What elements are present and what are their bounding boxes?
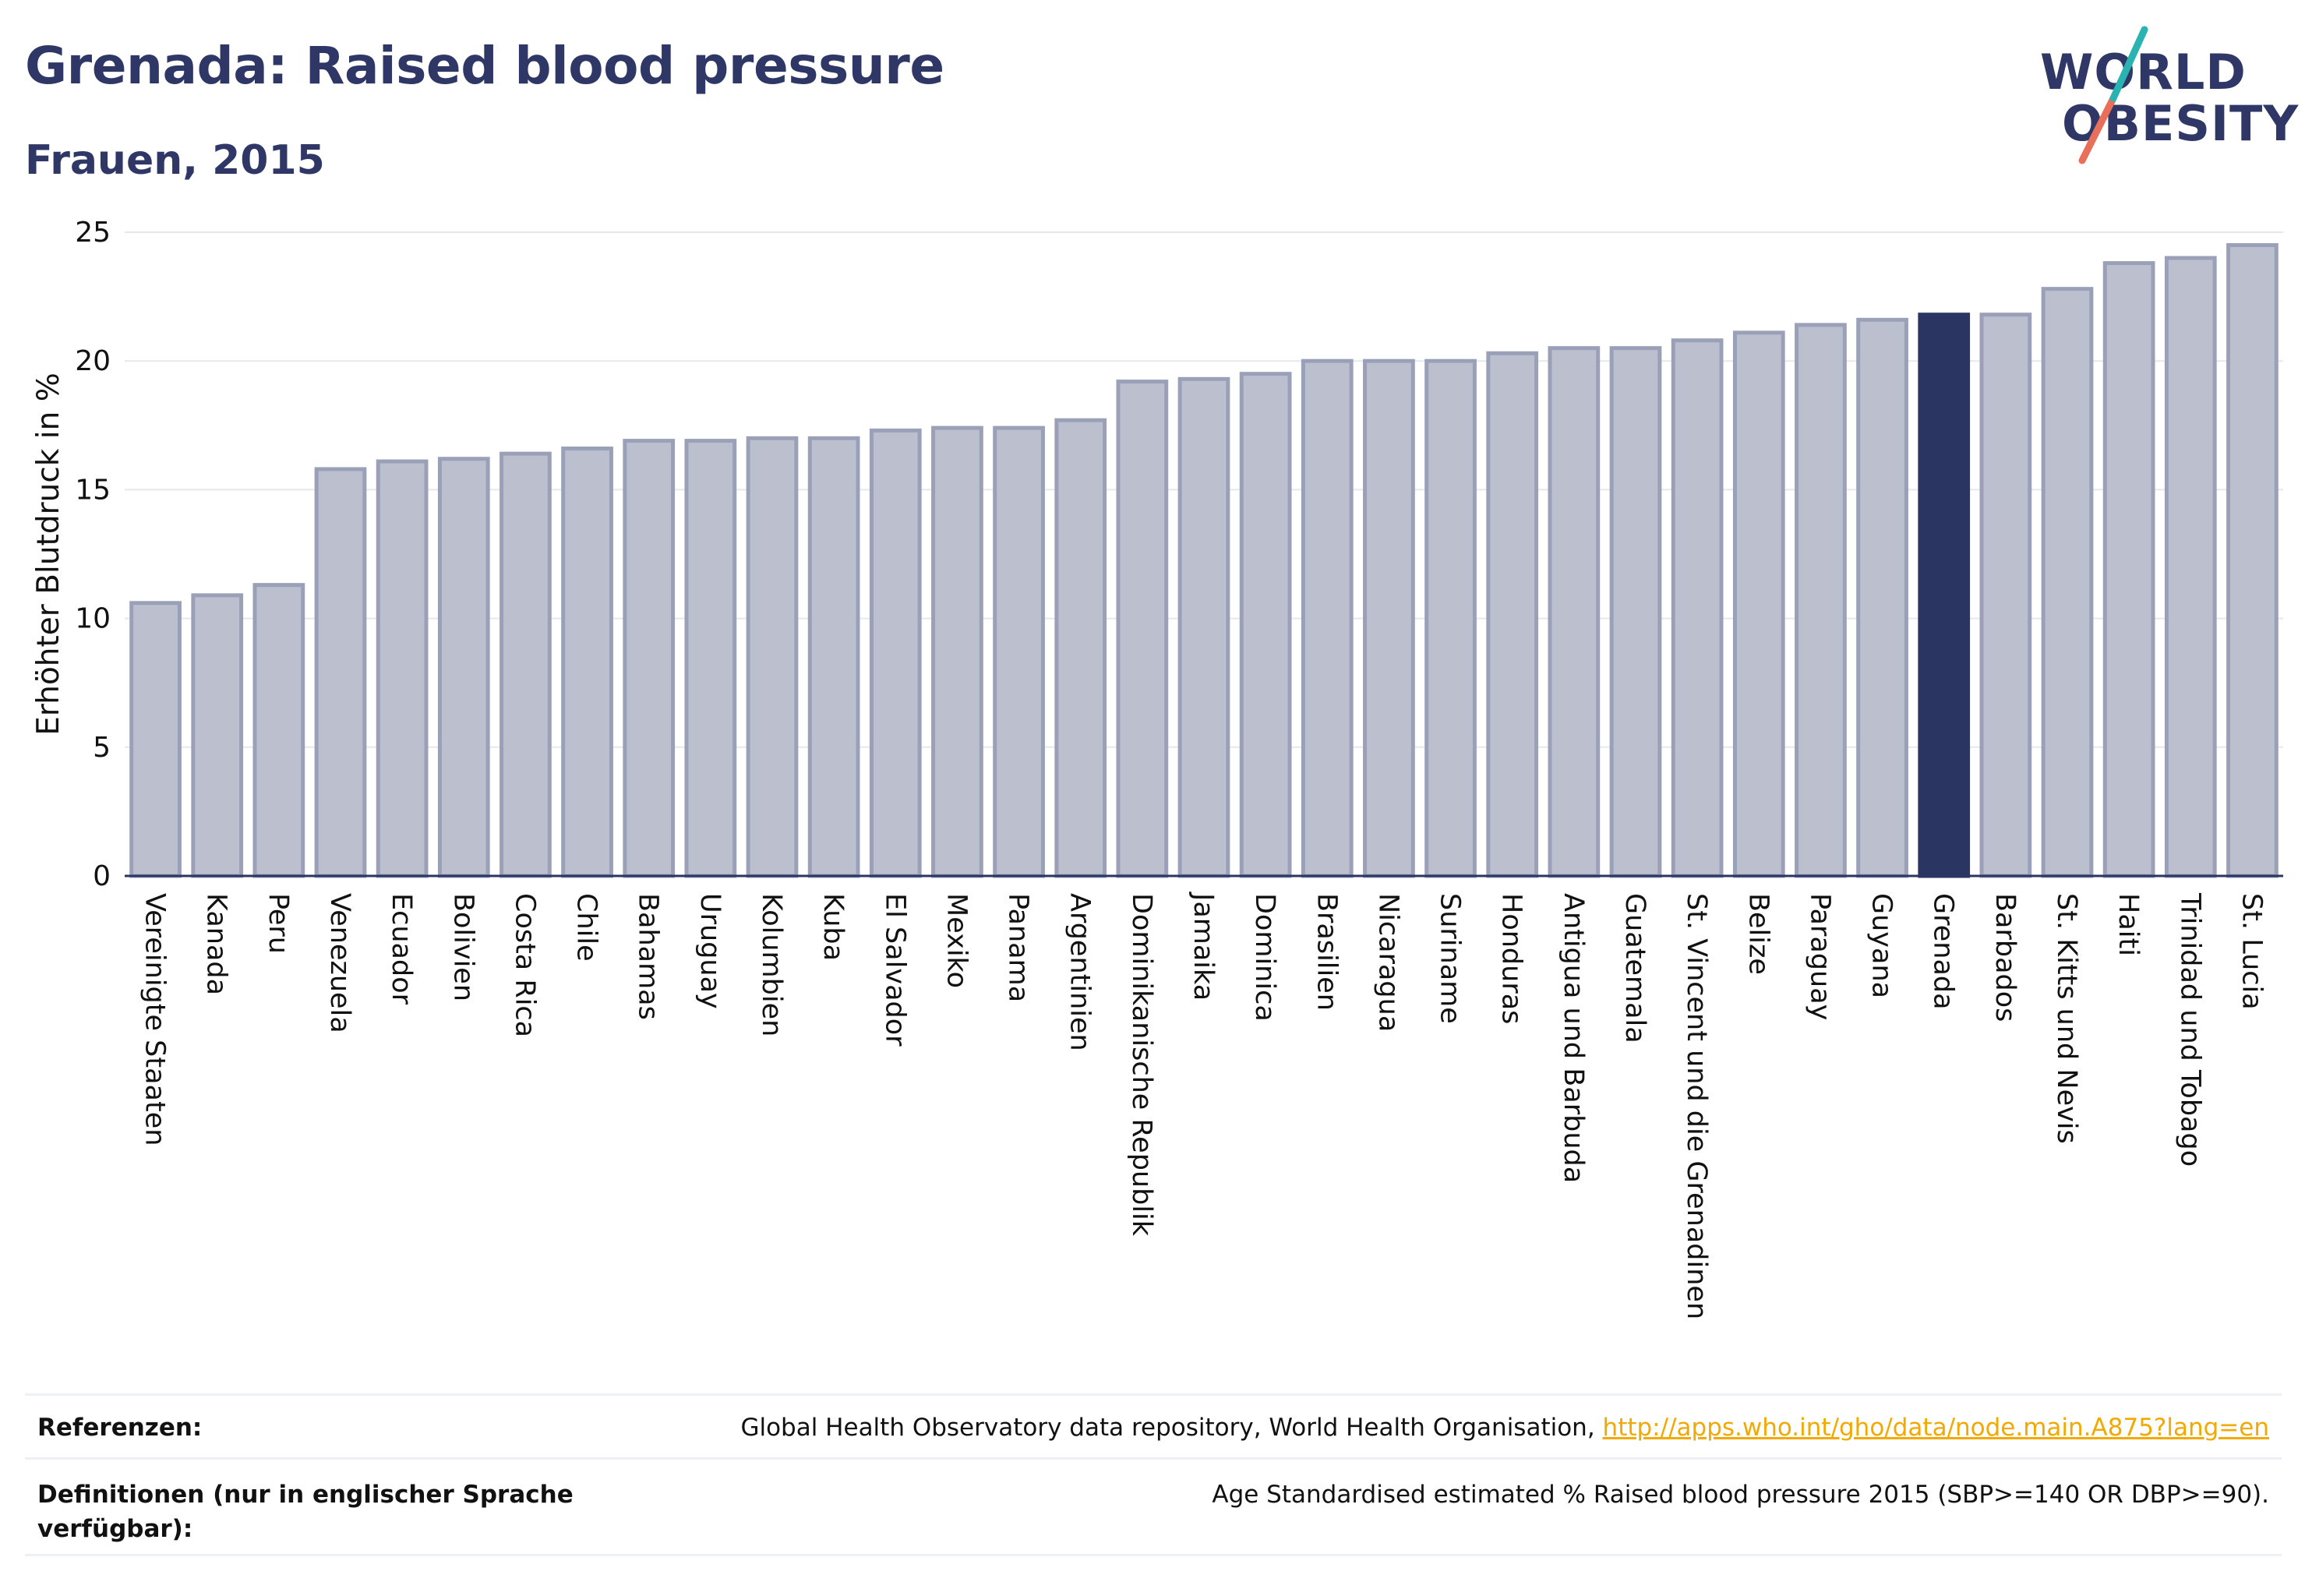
bar-7: [561, 447, 613, 878]
bar-8: [623, 439, 676, 878]
definitions-value: Age Standardised estimated % Raised bloo…: [1212, 1481, 2269, 1509]
bar-19: [1301, 358, 1354, 878]
x-tick-label: Suriname: [1435, 893, 1466, 1024]
footer-divider: [25, 1457, 2282, 1460]
x-tick-label: Bahamas: [633, 893, 664, 1020]
bar-2: [252, 583, 305, 878]
x-tick-label: St. Vincent und die Grenadinen: [1681, 893, 1712, 1319]
references-label: Referenzen:: [37, 1414, 203, 1442]
y-tick-label: 10: [75, 603, 111, 635]
x-tick-label: Jamaika: [1188, 892, 1219, 1001]
x-tick-label: Brasilien: [1311, 893, 1342, 1011]
x-tick-label: Paraguay: [1804, 893, 1835, 1020]
bar-30: [1979, 312, 2032, 878]
bar-10: [746, 436, 799, 878]
bar-6: [499, 451, 552, 878]
x-tick-label: Dominica: [1249, 893, 1280, 1022]
bar-1: [191, 593, 244, 878]
y-tick-label: 5: [93, 732, 111, 764]
bar-31: [2041, 287, 2094, 878]
x-tick-label: Uruguay: [694, 893, 725, 1009]
logo-slash-icon: [2078, 26, 2148, 164]
bar-16: [1116, 380, 1169, 878]
references-value: Global Health Observatory data repositor…: [740, 1414, 2269, 1442]
x-tick-label: Belize: [1742, 893, 1774, 975]
bar-32: [2102, 261, 2155, 878]
x-tick-label: Trinidad und Tobago: [2174, 892, 2205, 1167]
bar-3: [314, 467, 367, 878]
bar-25: [1671, 338, 1724, 878]
y-tick-label: 15: [75, 474, 111, 506]
bar-23: [1548, 346, 1601, 878]
x-tick-label: Costa Rica: [509, 893, 540, 1037]
x-tick-label: Haiti: [2113, 893, 2144, 956]
x-tick-label: Peru: [263, 893, 294, 954]
x-tick-label: Bolivien: [447, 893, 478, 1001]
x-tick-label: Kanada: [201, 893, 232, 995]
bar-11: [807, 436, 860, 878]
y-tick-label: 25: [75, 217, 111, 249]
y-tick-label: 20: [75, 345, 111, 377]
bar-4: [376, 459, 429, 878]
chart-subtitle: Frauen, 2015: [25, 137, 325, 184]
bar-20: [1363, 358, 1415, 878]
bar-18: [1239, 372, 1292, 878]
logo-text-world: WORLD: [2040, 44, 2247, 101]
bar-21: [1424, 358, 1477, 878]
x-tick-label: Antigua und Barbuda: [1558, 893, 1589, 1183]
bar-29: [1918, 312, 1971, 878]
bar-14: [993, 425, 1045, 878]
definitions-label: Definitionen (nur in englischer Sprache …: [37, 1481, 574, 1543]
bar-24: [1609, 346, 1662, 878]
bar-34: [2226, 243, 2279, 878]
bar-13: [931, 425, 983, 878]
bar-17: [1177, 376, 1230, 878]
bar-33: [2164, 256, 2217, 878]
x-tick-label: Barbados: [1989, 893, 2021, 1022]
bar-22: [1486, 351, 1539, 878]
x-tick-label: Guyana: [1866, 893, 1897, 998]
references-link[interactable]: http://apps.who.int/gho/data/node.main.A…: [1602, 1414, 2269, 1442]
bar-12: [869, 428, 922, 878]
references-text: Global Health Observatory data repositor…: [740, 1414, 1603, 1442]
x-tick-label: Kolumbien: [756, 893, 787, 1036]
x-tick-label: Mexiko: [941, 893, 972, 988]
x-tick-label: Vereinigte Staaten: [139, 893, 171, 1146]
bar-28: [1856, 317, 1908, 878]
x-tick-label: Argentinien: [1064, 893, 1096, 1051]
x-tick-label: Panama: [1003, 893, 1034, 1002]
bar-0: [129, 601, 182, 878]
x-tick-label: Nicaragua: [1372, 893, 1403, 1032]
bar-26: [1732, 330, 1785, 878]
x-tick-label: Venezuela: [324, 893, 355, 1033]
x-tick-label: St. Lucia: [2236, 893, 2267, 1010]
x-tick-label: Ecuador: [386, 893, 417, 1005]
y-axis-label: Erhöhter Blutdruck in %: [31, 373, 66, 736]
footer-divider: [25, 1393, 2282, 1396]
bar-27: [1795, 323, 1847, 878]
bar-chart: 0 5 10 15 20 25 Erhöhter Blutdruck in % Vereini…: [31, 217, 2283, 1319]
definitions-row: Definitionen (nur in englischer Sprache …: [25, 1478, 2282, 1555]
x-tick-label: Grenada: [1928, 893, 1959, 1010]
references-row: Referenzen: Global Health Observatory da…: [25, 1414, 2282, 1453]
bar-5: [437, 457, 490, 878]
bar-9: [684, 439, 737, 878]
x-tick-label: Kuba: [817, 893, 849, 961]
x-tick-label: Chile: [571, 893, 602, 962]
bar-15: [1054, 418, 1107, 878]
x-tick-label: St. Kitts und Nevis: [2051, 893, 2082, 1144]
world-obesity-logo: WORLD OBESITY: [2026, 23, 2298, 171]
footer-divider: [25, 1554, 2282, 1556]
x-tick-label: Dominikanische Republik: [1126, 893, 1157, 1237]
x-tick-label: Guatemala: [1619, 893, 1650, 1043]
footer: Referenzen: Global Health Observatory da…: [25, 1393, 2282, 1573]
x-tick-label: El Salvador: [879, 893, 910, 1047]
y-tick-label: 0: [93, 860, 111, 892]
chart-title: Grenada: Raised blood pressure: [25, 36, 944, 96]
x-tick-label: Honduras: [1496, 893, 1527, 1024]
